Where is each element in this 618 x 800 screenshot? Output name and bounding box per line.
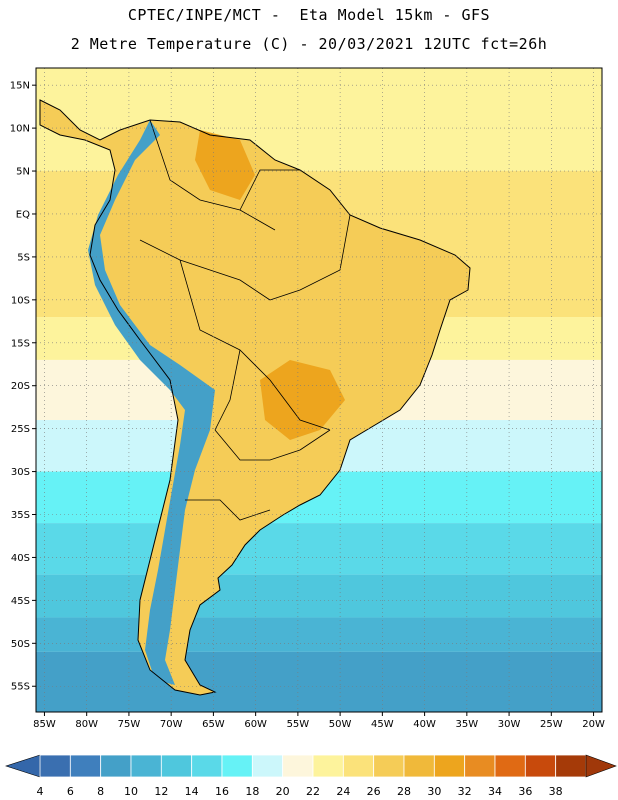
colorbar-bin <box>191 754 223 778</box>
lon-label: 65W <box>202 719 225 730</box>
south-america-landmass <box>39 99 471 696</box>
colorbar-label: 36 <box>518 785 532 798</box>
colorbar-label: 28 <box>397 785 411 798</box>
map-frame <box>35 67 603 713</box>
colorbar-bin <box>282 754 314 778</box>
colorbar-label: 22 <box>306 785 320 798</box>
lon-label: 55W <box>287 719 310 730</box>
lat-label: 55S <box>11 682 30 693</box>
lon-label: 50W <box>329 719 352 730</box>
lon-label: 80W <box>75 719 98 730</box>
lon-label: 35W <box>456 719 479 730</box>
colorbar-bin <box>251 754 284 778</box>
colorbar-label: 34 <box>488 785 502 798</box>
colorbar-label: 14 <box>185 785 199 798</box>
colorbar-bin <box>221 754 253 778</box>
lon-label: 25W <box>540 719 563 730</box>
lat-label: 20S <box>11 381 30 392</box>
colorbar-max-arrow <box>585 754 617 778</box>
colorbar-label: 26 <box>367 785 381 798</box>
longitude-labels: 85W 80W 75W 70W 65W 60W 55W 50W 45W 40W 35W 30W 25W 2… <box>33 712 605 730</box>
colorbar-label: 20 <box>276 785 290 798</box>
lat-label: 30S <box>11 467 30 478</box>
lon-label: 75W <box>118 719 141 730</box>
ocean-band-7 <box>36 574 602 618</box>
lat-label: 10S <box>11 295 30 306</box>
colorbar-bin <box>100 754 132 778</box>
colorbar-bin <box>524 754 557 778</box>
colorbar-bin <box>39 754 71 778</box>
colorbar-label: 16 <box>215 785 229 798</box>
lat-label: 15S <box>11 338 30 349</box>
lon-label: 70W <box>160 719 183 730</box>
colorbar-label: 38 <box>549 785 563 798</box>
ocean-band-9 <box>36 651 602 712</box>
colorbar-label: 10 <box>124 785 138 798</box>
colorbar-bin <box>373 754 405 778</box>
lon-label: 30W <box>498 719 521 730</box>
colorbar-min-arrow <box>5 754 41 778</box>
lon-label: 20W <box>582 719 605 730</box>
ocean-band-8 <box>36 617 602 652</box>
colorbar-label: 12 <box>154 785 168 798</box>
colorbar-bin <box>130 754 162 778</box>
colorbar-bin <box>342 754 375 778</box>
colorbar-label: 18 <box>245 785 259 798</box>
colorbar-bin <box>464 754 496 778</box>
colorbar-bin <box>312 754 344 778</box>
lat-label: 35S <box>11 510 30 521</box>
map-subtitle: 2 Metre Temperature (C) - 20/03/2021 12U… <box>70 35 548 53</box>
lat-label: 45S <box>11 596 30 607</box>
latitude-labels: 15N 10N 5N EQ 5S 10S 15S 20S 25S 30S 35S 40S 45S 50S 5… <box>10 81 36 693</box>
colorbar-bin <box>160 754 193 778</box>
colorbar-label: 24 <box>336 785 350 798</box>
map-title: CPTEC/INPE/MCT - Eta Model 15km - GFS <box>127 6 491 24</box>
colorbar-bin <box>433 754 466 778</box>
lon-label: 45W <box>371 719 394 730</box>
colorbar-label: 32 <box>458 785 472 798</box>
lon-label: 60W <box>244 719 267 730</box>
colorbar-bin <box>69 754 102 778</box>
lon-label: 40W <box>413 719 436 730</box>
lat-label: 50S <box>11 639 30 650</box>
colorbar-label: 4 <box>37 785 44 798</box>
lon-label: 85W <box>33 719 56 730</box>
lat-label: 40S <box>11 553 30 564</box>
colorbar-label: 8 <box>97 785 104 798</box>
lat-label: EQ <box>16 209 30 220</box>
graticule <box>36 68 602 712</box>
colorbar: 4 6 8 10 12 14 16 18 20 22 24 26 28 30 32 34 36 38 <box>5 754 617 798</box>
colorbar-label: 30 <box>427 785 441 798</box>
lat-label: 25S <box>11 424 30 435</box>
colorbar-bin <box>494 754 526 778</box>
lat-label: 15N <box>10 81 30 92</box>
colorbar-bin <box>555 754 587 778</box>
colorbar-bin <box>403 754 435 778</box>
lat-label: 10N <box>10 124 30 135</box>
lat-label: 5N <box>16 167 30 178</box>
ocean-band-6 <box>36 523 602 575</box>
lat-label: 5S <box>17 252 30 263</box>
colorbar-label: 6 <box>67 785 74 798</box>
